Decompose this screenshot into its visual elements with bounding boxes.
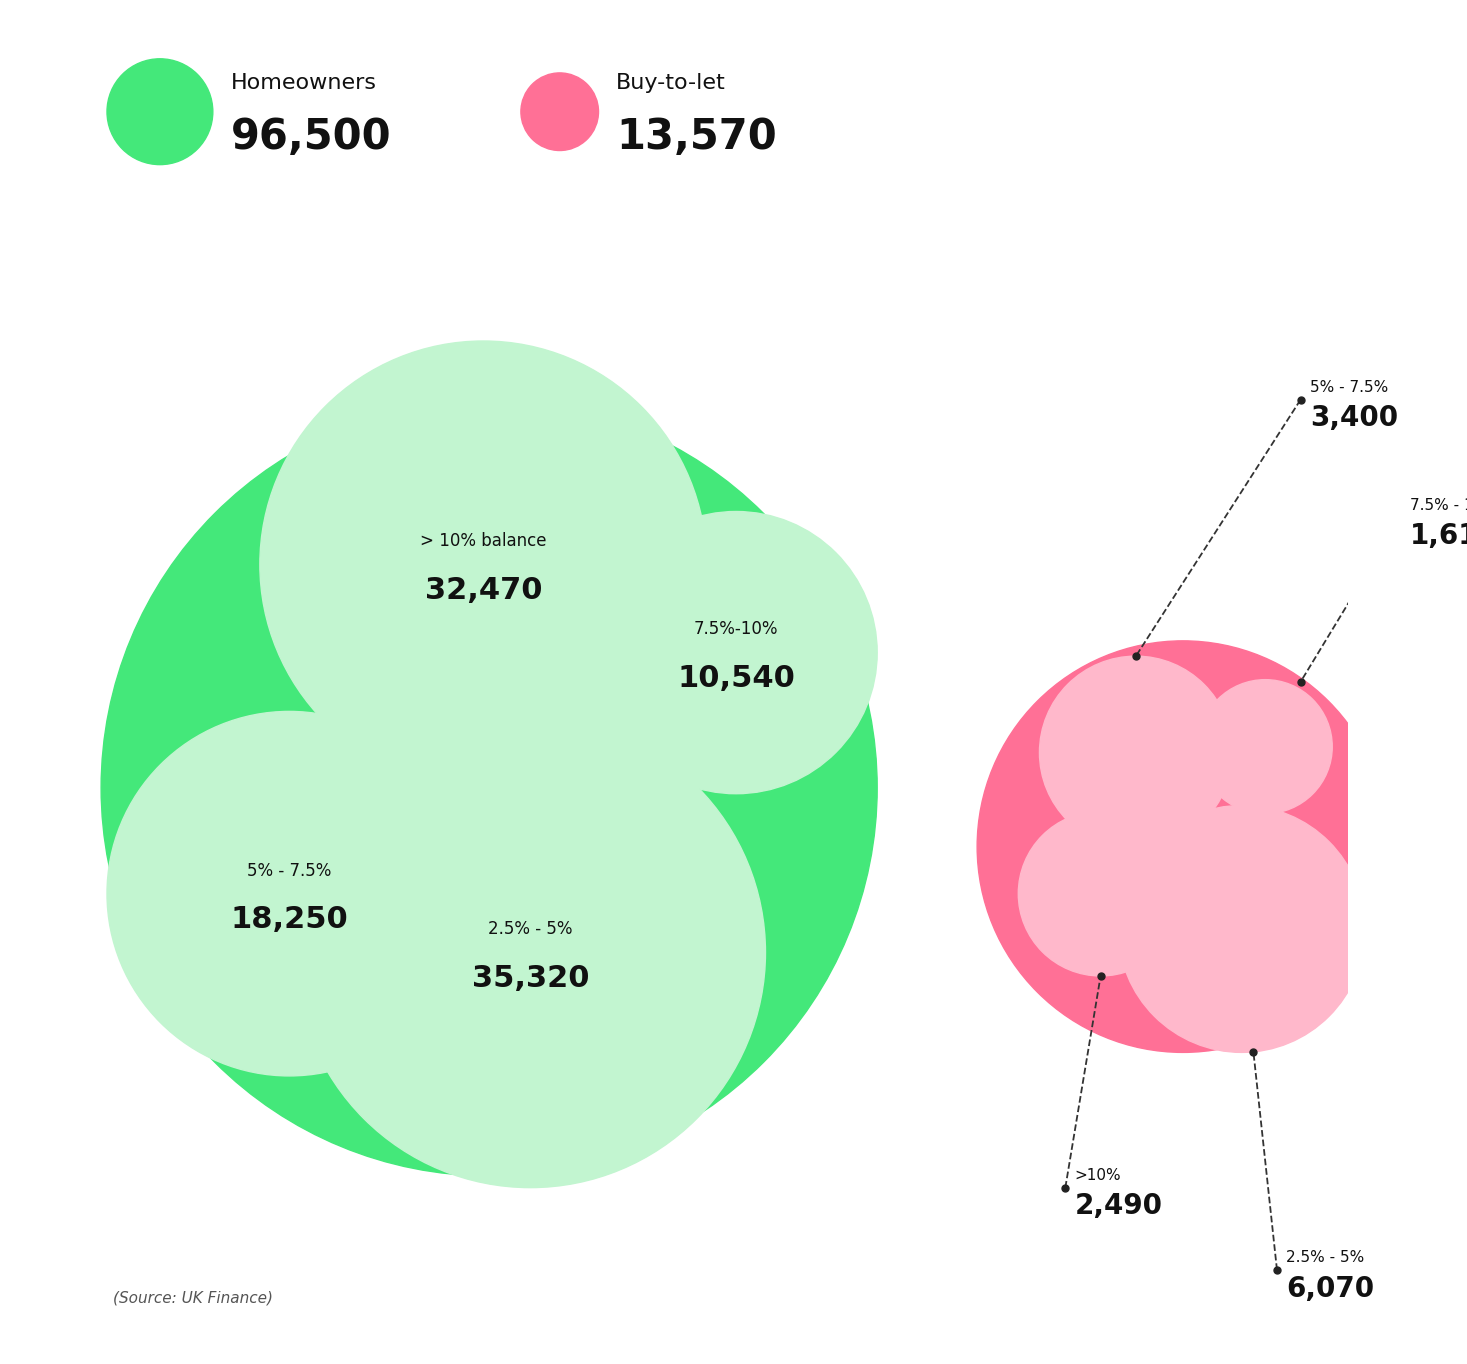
Circle shape — [101, 400, 877, 1176]
Circle shape — [1118, 806, 1366, 1053]
Text: 6,070: 6,070 — [1287, 1274, 1375, 1303]
Text: 2.5% - 5%: 2.5% - 5% — [1287, 1251, 1364, 1266]
Text: 1,610: 1,610 — [1410, 522, 1467, 550]
Circle shape — [107, 59, 213, 165]
Text: 35,320: 35,320 — [471, 964, 590, 993]
Text: 5% - 7.5%: 5% - 7.5% — [1310, 381, 1388, 396]
Circle shape — [1199, 679, 1332, 814]
Circle shape — [260, 341, 707, 788]
Text: 10,540: 10,540 — [678, 664, 795, 693]
Text: Homeowners: Homeowners — [230, 72, 377, 93]
Circle shape — [1040, 656, 1232, 848]
Text: > 10% balance: > 10% balance — [420, 532, 547, 550]
Circle shape — [521, 72, 599, 150]
Text: 13,570: 13,570 — [616, 116, 778, 158]
Text: 7.5%-10%: 7.5%-10% — [694, 621, 779, 638]
Text: 18,250: 18,250 — [230, 906, 348, 934]
Text: 7.5% - 10%: 7.5% - 10% — [1410, 498, 1467, 513]
Text: (Source: UK Finance): (Source: UK Finance) — [113, 1290, 273, 1305]
Text: 2,490: 2,490 — [1075, 1192, 1163, 1221]
Text: 5% - 7.5%: 5% - 7.5% — [246, 862, 332, 880]
Text: 96,500: 96,500 — [230, 116, 392, 158]
Text: Buy-to-let: Buy-to-let — [616, 72, 726, 93]
Circle shape — [295, 717, 766, 1188]
Text: >10%: >10% — [1075, 1168, 1121, 1183]
Text: 2.5% - 5%: 2.5% - 5% — [489, 921, 572, 938]
Text: 3,400: 3,400 — [1310, 405, 1398, 432]
Circle shape — [1018, 812, 1182, 977]
Text: 32,470: 32,470 — [424, 576, 541, 606]
Circle shape — [977, 641, 1389, 1053]
Circle shape — [596, 512, 877, 794]
Circle shape — [107, 712, 471, 1076]
